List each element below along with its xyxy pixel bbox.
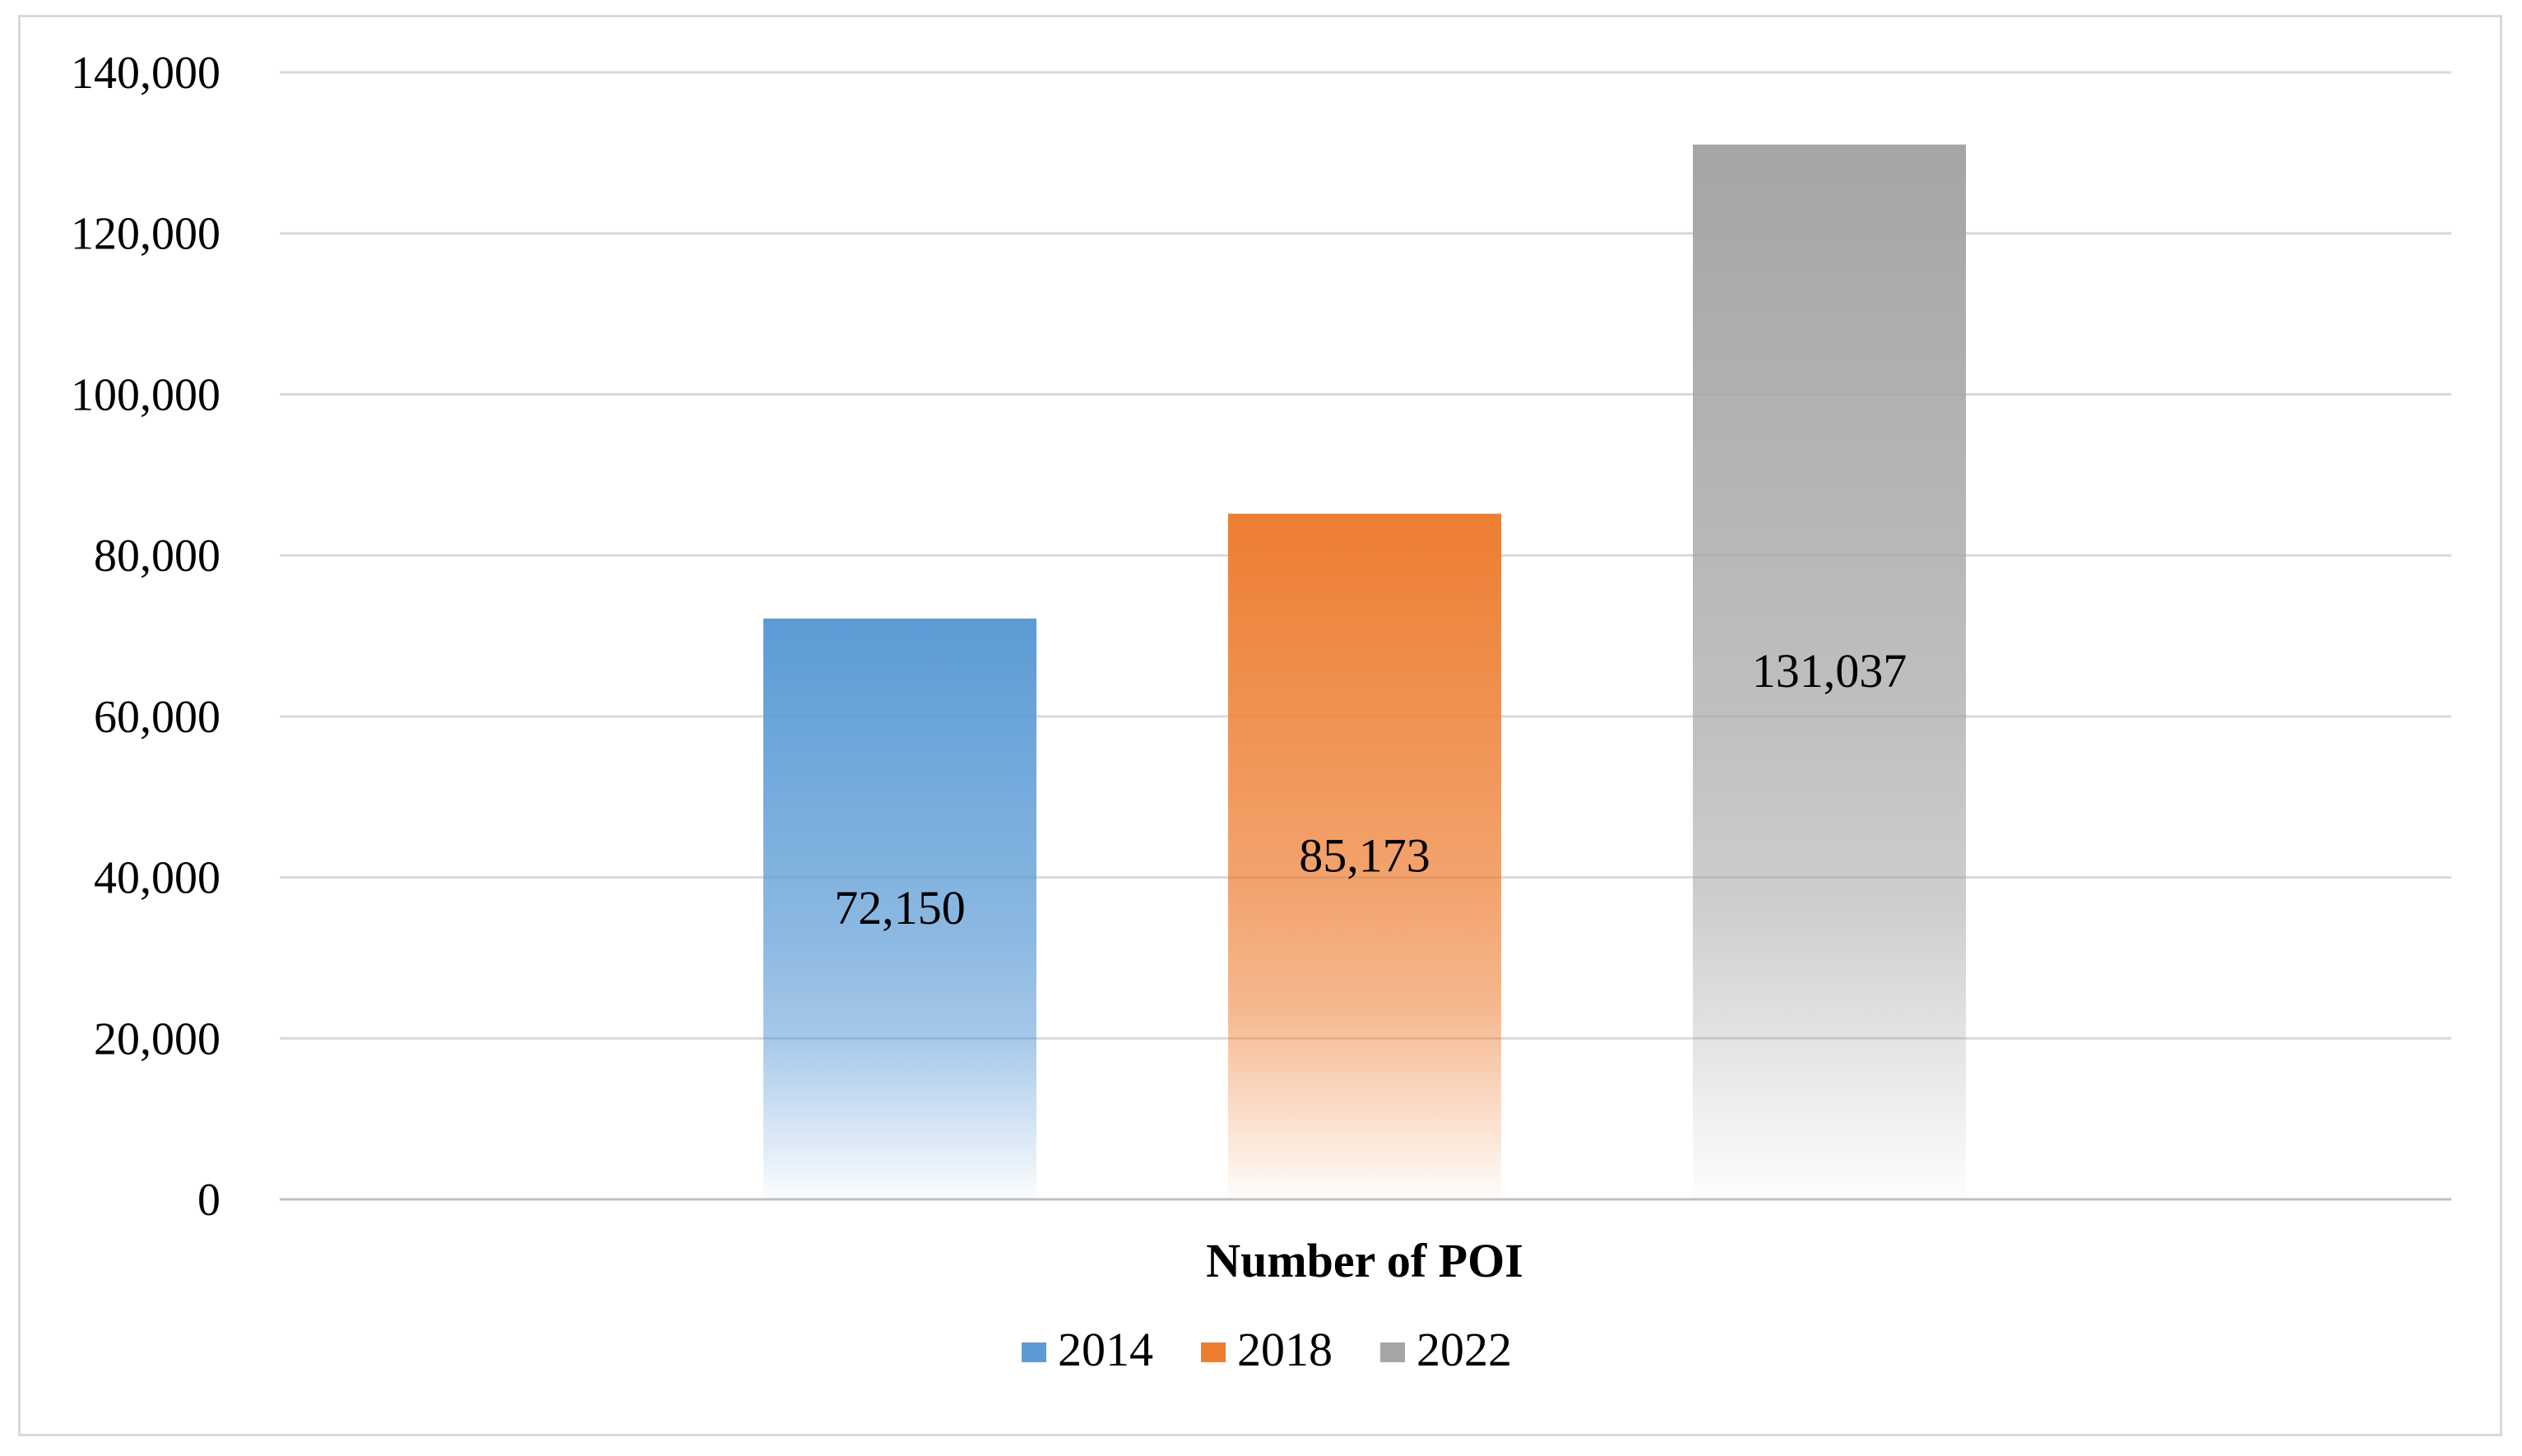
y-tick-label: 120,000 <box>71 209 220 260</box>
data-label-2014: 72,150 <box>834 881 966 934</box>
data-label-2022: 131,037 <box>1752 644 1908 698</box>
data-label-2018: 85,173 <box>1299 828 1430 882</box>
y-axis-tick-labels: 0 20,000 40,000 60,000 80,000 100,000 120,000 1… <box>71 48 220 1226</box>
x-axis-title: Number of POI <box>1206 1234 1523 1287</box>
bar-2018 <box>1228 513 1501 1199</box>
legend-label-2014: 2014 <box>1058 1323 1153 1376</box>
legend-swatch-2014 <box>1022 1342 1046 1362</box>
y-tick-label: 20,000 <box>94 1013 220 1064</box>
y-tick-label: 80,000 <box>94 531 220 582</box>
y-tick-label: 0 <box>197 1175 220 1226</box>
legend-label-2018: 2018 <box>1237 1323 1333 1376</box>
y-tick-label: 140,000 <box>71 48 220 99</box>
bar-2022 <box>1693 144 1966 1199</box>
bars <box>763 144 1966 1199</box>
legend-label-2022: 2022 <box>1416 1323 1512 1376</box>
legend-swatch-2018 <box>1201 1342 1226 1362</box>
data-labels: 72,150 85,173 131,037 <box>834 644 1907 934</box>
legend: 2014 2018 2022 <box>1022 1323 1512 1376</box>
y-tick-label: 100,000 <box>71 369 220 420</box>
bar-2014 <box>763 618 1036 1199</box>
legend-swatch-2022 <box>1380 1342 1405 1362</box>
y-tick-label: 60,000 <box>94 692 220 743</box>
y-tick-label: 40,000 <box>94 853 220 904</box>
